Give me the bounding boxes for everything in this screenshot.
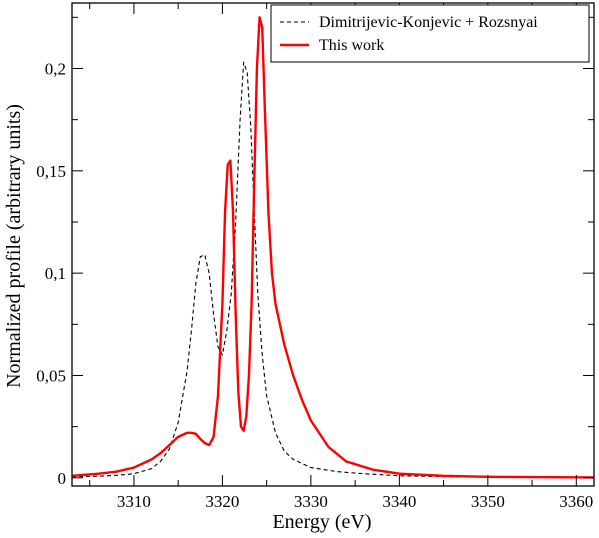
legend-label-1: This work xyxy=(319,37,384,54)
y-axis-title: Normalized profile (arbitrary units) xyxy=(3,104,25,388)
plot-frame xyxy=(71,2,595,487)
y-tick-label: 0,05 xyxy=(36,366,66,385)
series-line-0 xyxy=(71,61,595,478)
x-tick-label: 3360 xyxy=(559,492,593,511)
series-line-1 xyxy=(71,16,595,479)
y-tick-label: 0,1 xyxy=(45,264,66,283)
x-tick-label: 3310 xyxy=(117,492,151,511)
y-tick-label: 0,15 xyxy=(36,162,66,181)
y-tick-label: 0,2 xyxy=(45,59,66,78)
y-tick-label: 0 xyxy=(58,469,67,488)
x-tick-label: 3350 xyxy=(471,492,505,511)
x-tick-label: 3320 xyxy=(205,492,239,511)
x-tick-label: 3340 xyxy=(382,492,416,511)
legend-label-0: Dimitrijevic-Konjevic + Rozsnyai xyxy=(319,14,538,31)
x-tick-label: 3330 xyxy=(294,492,328,511)
legend-box xyxy=(270,4,590,63)
x-axis-title: Energy (eV) xyxy=(272,511,371,533)
